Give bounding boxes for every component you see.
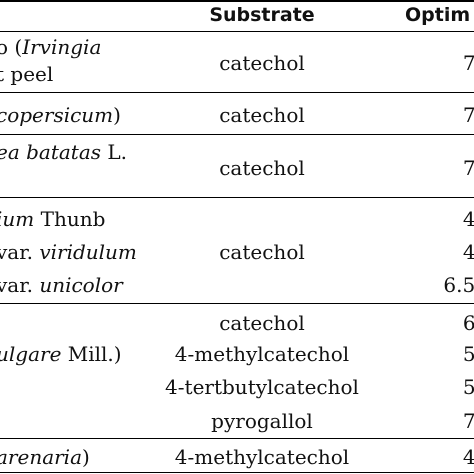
substrate-cell: catechol [219,51,305,75]
source-cell: ea batatas L. [0,140,128,164]
source-cell: copersicum) [0,103,121,127]
optimum-cell: 4. [462,240,474,264]
source-cell: ium Thunb [0,207,106,231]
source-cell: o (Irvingia [0,35,102,59]
optimum-cell: 5. [462,342,474,366]
optimum-cell: 7. [462,409,474,433]
substrate-cell: 4-tertbutylcatechol [165,375,359,399]
optimum-cell: 5. [462,375,474,399]
optimum-cell: 4. [462,445,474,469]
optimum-cell: 4. [462,207,474,231]
header-optimum: Optim [405,4,471,26]
source-cell: var. unicolor [0,273,123,297]
substrate-cell: 4-methylcatechol [174,445,350,469]
row-rule [0,92,474,93]
optimum-cell: 6.5- [443,273,474,297]
optimum-cell: 7. [462,51,474,75]
row-rule [0,197,474,198]
substrate-cell: 4-methylcatechol [174,342,350,366]
optimum-cell: 6. [462,311,474,335]
header-substrate: Substrate [209,4,315,26]
optimum-cell: 7. [462,156,474,180]
optimum-cell: 7. [462,103,474,127]
row-rule [0,134,474,135]
header-rule [0,31,474,32]
substrate-cell: catechol [219,156,305,180]
substrate-cell: catechol [219,311,305,335]
substrate-cell: catechol [219,103,305,127]
source-cell: arenaria) [0,445,90,469]
row-rule [0,303,474,304]
source-cell: ulgare Mill.) [0,342,122,366]
substrate-cell: catechol [219,240,305,264]
source-cell: t peel [0,62,54,86]
substrate-cell: pyrogallol [211,409,313,433]
source-cell: var. viridulum [0,240,137,264]
top-rule [0,0,474,2]
row-rule [0,438,474,439]
bottom-rule [0,472,474,473]
